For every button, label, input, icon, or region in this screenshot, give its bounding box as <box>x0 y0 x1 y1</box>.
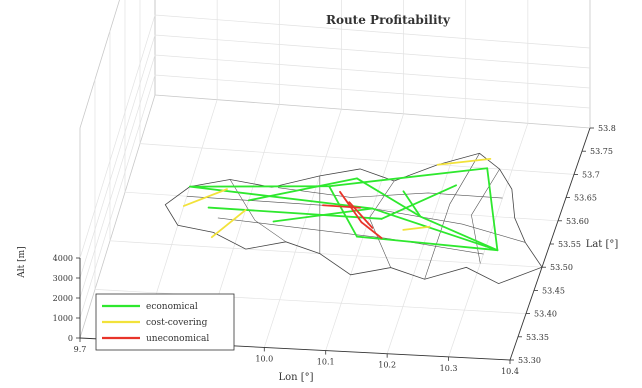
z-tick-label: 3000 <box>53 274 73 283</box>
y-tick-label: 53.30 <box>518 356 541 365</box>
z-tick-label: 0 <box>68 334 73 343</box>
route-segment <box>420 217 497 251</box>
legend-label: cost-covering <box>146 318 208 328</box>
z-axis-label: Alt [m] <box>17 246 27 278</box>
route-segment <box>212 210 246 237</box>
grid-line-alt <box>80 55 590 298</box>
z-tick-label: 1000 <box>53 314 73 323</box>
grid-line-lat <box>110 241 542 267</box>
grid-line-alt <box>80 35 590 278</box>
route-segment <box>403 227 429 230</box>
route-segment <box>184 189 227 206</box>
y-tick-label: 53.75 <box>590 147 613 156</box>
y-tick-label: 53.45 <box>542 286 565 295</box>
route-segment <box>249 178 357 200</box>
legend-label: uneconomical <box>146 334 209 344</box>
y-tick-label: 53.55 <box>558 240 581 249</box>
chart-title: Route Profitability <box>326 13 451 27</box>
x-tick-label: 10.4 <box>501 367 519 376</box>
y-tick-label: 53.50 <box>550 263 573 272</box>
legend-label: economical <box>146 302 198 312</box>
y-tick-label: 53.35 <box>526 333 549 342</box>
x-tick-label: 10.1 <box>317 358 335 367</box>
x-axis-label: Lon [°] <box>278 372 313 383</box>
x-tick-label: 9.7 <box>74 345 87 354</box>
x-tick-label: 10.2 <box>378 361 396 370</box>
x-tick-label: 10.0 <box>255 354 273 363</box>
y-axis-label: Lat [°] <box>586 239 619 250</box>
y-tick-label: 53.60 <box>566 217 589 226</box>
y-tick-label: 53.40 <box>534 310 557 319</box>
route-segment <box>438 159 491 165</box>
y-tick-label: 53.7 <box>582 170 600 179</box>
route-segment <box>403 191 420 216</box>
series-cost-covering <box>184 159 491 237</box>
route-segment <box>329 168 487 186</box>
district-border <box>278 188 502 198</box>
z-tick-label: 4000 <box>53 254 73 263</box>
y-tick-label: 53.8 <box>598 124 616 133</box>
x-tick-label: 10.3 <box>440 364 458 373</box>
legend: economical cost-covering uneconomical <box>96 294 234 350</box>
route-segment <box>349 202 372 228</box>
z-tick-label: 2000 <box>53 294 73 303</box>
route-segment <box>357 178 420 216</box>
grid-line-alt <box>80 15 590 258</box>
y-tick-label: 53.65 <box>574 194 597 203</box>
